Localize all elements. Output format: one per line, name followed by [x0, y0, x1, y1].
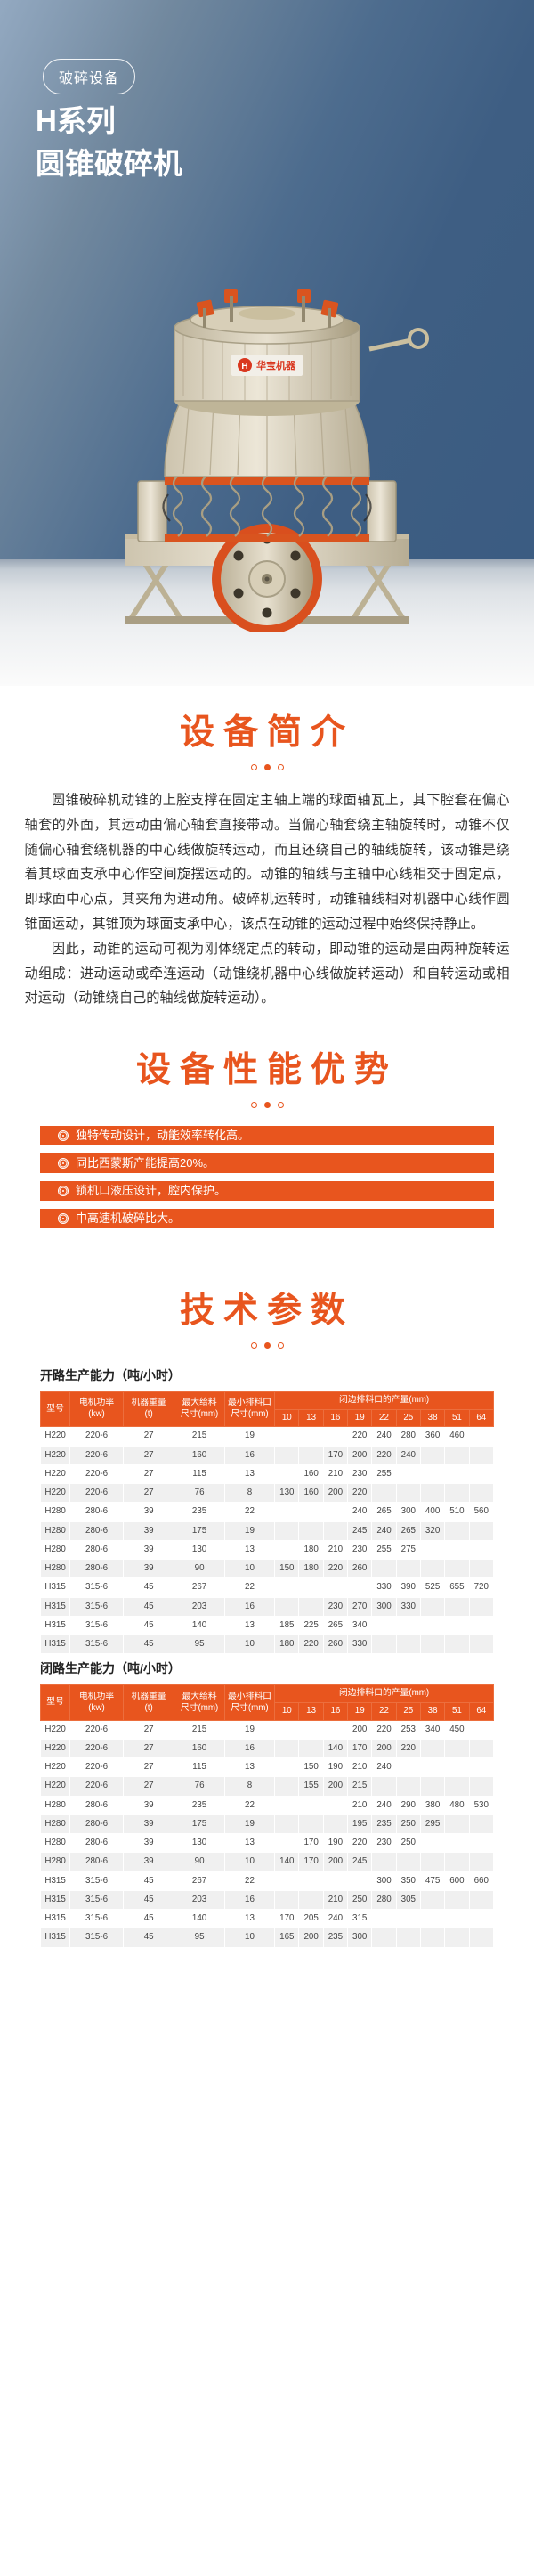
- svg-text:华宝机器: 华宝机器: [256, 359, 296, 371]
- svg-text:H: H: [241, 362, 247, 371]
